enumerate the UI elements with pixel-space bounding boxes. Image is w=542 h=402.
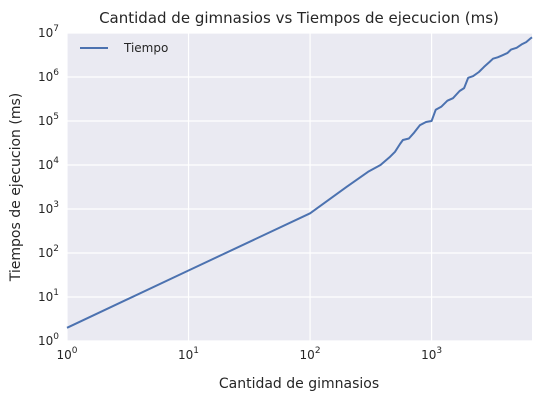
y-tick-label: 105 bbox=[38, 112, 59, 128]
y-tick-label: 107 bbox=[38, 24, 59, 40]
x-tick-label: 100 bbox=[56, 346, 77, 362]
y-tick-label: 100 bbox=[38, 332, 59, 348]
series-line-tiempo bbox=[66, 36, 533, 329]
y-tick-label: 101 bbox=[38, 288, 59, 304]
plot-area bbox=[67, 33, 532, 341]
chart-title: Cantidad de gimnasios vs Tiempos de ejec… bbox=[99, 9, 499, 27]
y-axis-ticks: 100 101 102 103 104 105 106 107 bbox=[38, 24, 59, 348]
x-tick-label: 101 bbox=[178, 346, 199, 362]
y-tick-label: 102 bbox=[38, 244, 59, 260]
y-tick-label: 106 bbox=[38, 68, 59, 84]
x-tick-label: 103 bbox=[421, 346, 442, 362]
x-tick-label: 102 bbox=[300, 346, 321, 362]
x-axis-label: Cantidad de gimnasios bbox=[219, 376, 379, 392]
x-axis-ticks: 100 101 102 103 bbox=[56, 346, 442, 362]
y-tick-label: 104 bbox=[38, 156, 59, 172]
y-axis-label: Tiempos de ejecucion (ms) bbox=[8, 93, 24, 282]
grid bbox=[66, 32, 532, 342]
series-layer bbox=[66, 36, 533, 329]
legend: Tiempo bbox=[80, 41, 168, 55]
legend-label: Tiempo bbox=[123, 41, 168, 55]
y-tick-label: 103 bbox=[38, 200, 59, 216]
